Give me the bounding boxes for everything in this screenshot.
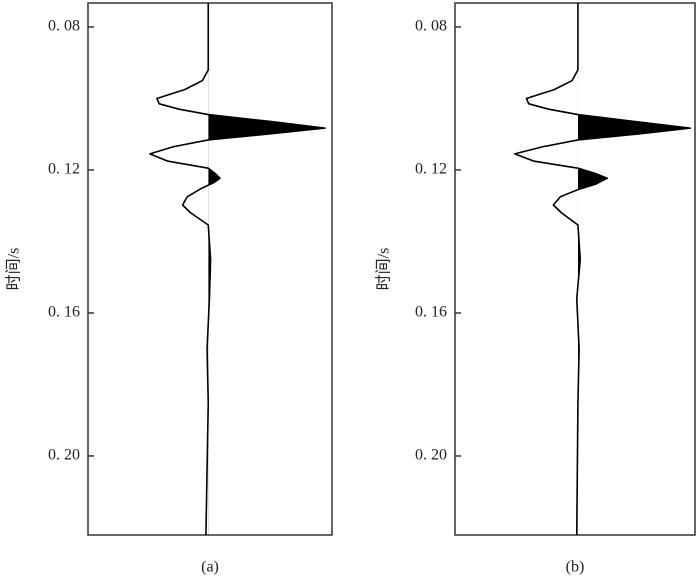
y-tick-label: 0. 16	[48, 304, 80, 321]
y-tick-label: 0. 20	[48, 447, 80, 464]
plot-frame	[87, 2, 333, 536]
plot-frame	[454, 2, 696, 536]
y-axis-label: 时间/s	[375, 248, 393, 291]
y-tick-label: 0. 12	[48, 161, 80, 178]
positive-fill	[577, 3, 691, 535]
positive-fill	[208, 3, 325, 535]
panel-caption: (b)	[566, 559, 585, 576]
trace	[149, 3, 326, 536]
y-tick-label: 0. 20	[415, 447, 447, 464]
panel-caption: (a)	[201, 559, 219, 576]
y-tick-label: 0. 16	[415, 304, 447, 321]
trace	[513, 3, 692, 536]
y-tick-label: 0. 08	[48, 18, 80, 35]
y-tick-label: 0. 08	[415, 18, 447, 35]
y-tick-label: 0. 12	[415, 161, 447, 178]
y-axis-label: 时间/s	[5, 248, 23, 291]
